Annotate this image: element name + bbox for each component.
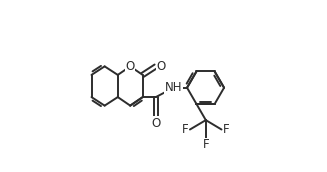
Text: F: F — [181, 123, 188, 136]
Text: F: F — [223, 123, 230, 136]
Text: NH: NH — [165, 81, 182, 94]
Text: F: F — [202, 138, 209, 151]
Text: O: O — [126, 60, 135, 73]
Text: O: O — [156, 60, 165, 73]
Text: O: O — [151, 117, 161, 130]
